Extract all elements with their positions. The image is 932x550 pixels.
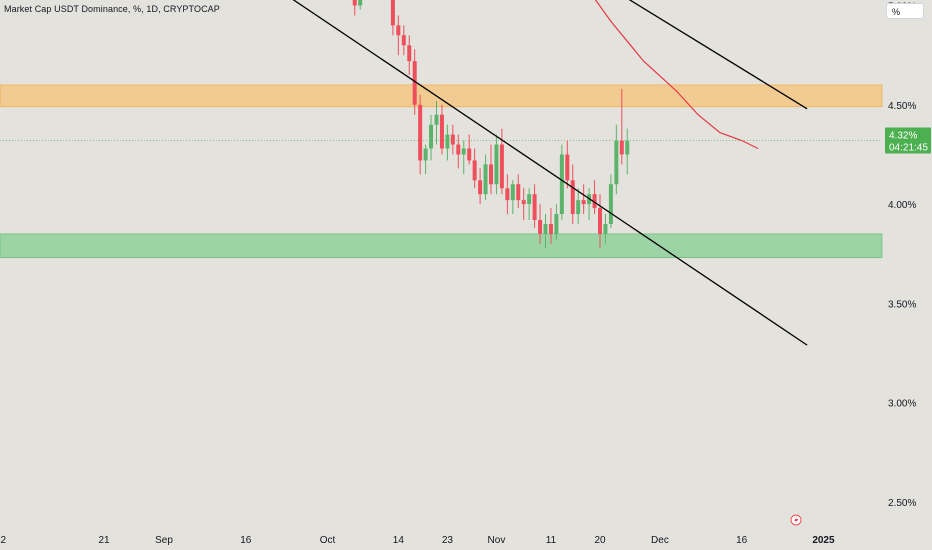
- candle-body: [412, 61, 417, 105]
- candle-body: [559, 154, 564, 215]
- candle-body: [516, 184, 521, 201]
- x-tick-label: 20: [594, 535, 606, 546]
- x-tick-label: 14: [393, 535, 405, 546]
- x-tick-label: Sep: [155, 535, 173, 546]
- candle-body: [456, 144, 461, 155]
- candle-body: [565, 154, 570, 181]
- candle-body: [429, 124, 434, 149]
- candle-body: [439, 114, 444, 149]
- candle-body: [489, 164, 493, 185]
- resistance-zone: [0, 84, 883, 108]
- candle-body: [407, 45, 412, 62]
- x-tick-label: Nov: [488, 535, 506, 546]
- x-tick-label: 16: [240, 535, 252, 546]
- candle-body: [532, 194, 537, 220]
- candle-body: [527, 194, 532, 205]
- x-tick-label: 2025: [812, 535, 835, 546]
- x-tick-label: 11: [546, 535, 557, 546]
- candle-body: [510, 184, 515, 201]
- y-tick-label: 3.00%: [888, 399, 916, 410]
- candle-body: [499, 144, 504, 189]
- candle-body: [570, 180, 575, 215]
- trendlines-layer: [292, 0, 808, 346]
- price-tag-bg: [885, 127, 931, 154]
- candle-body: [352, 0, 357, 6]
- y-tick-label: 4.50%: [888, 101, 916, 112]
- x-tick-label: 2: [1, 535, 7, 546]
- candle-body: [483, 164, 488, 195]
- candle-body: [598, 208, 602, 234]
- zones-layer: [0, 84, 883, 259]
- candle-body: [478, 180, 483, 195]
- candle-body: [418, 104, 423, 161]
- candles-layer: [352, 0, 630, 248]
- x-tick-label: 23: [442, 535, 454, 546]
- candle-body: [538, 219, 543, 234]
- candle-body: [434, 114, 439, 125]
- support-zone: [0, 233, 883, 259]
- lower-trendline: [292, 0, 808, 346]
- price-tag: 4.32% 04:21:45: [885, 127, 931, 154]
- x-axis: 2 21 Sep 16 Oct 14 23 Nov 11 20 Dec 16 2025: [1, 535, 836, 546]
- candle-body: [467, 148, 472, 161]
- candle-body: [494, 144, 499, 185]
- candle-body: [445, 134, 450, 149]
- candle-body: [576, 200, 581, 215]
- chart-title: Market Cap USDT Dominance, %, 1D, CRYPTO…: [4, 4, 220, 14]
- candle-body: [543, 223, 548, 234]
- candle-body: [401, 35, 406, 46]
- candle-body: [521, 200, 526, 205]
- unit-dropdown-button[interactable]: %: [886, 3, 924, 19]
- candle-body: [592, 194, 597, 209]
- y-axis: 7.00%6.50%6.00%5.50%5.00%4.50%4.00%3.50%…: [888, 2, 916, 510]
- price-tag-timer: 04:21:45: [889, 143, 928, 154]
- candle-body: [581, 200, 586, 205]
- candle-body: [505, 188, 510, 201]
- candle-body: [472, 160, 477, 181]
- y-tick-label: 4.00%: [888, 200, 916, 211]
- candle-body: [603, 223, 608, 234]
- candle-body: [608, 184, 613, 224]
- x-tick-label: Dec: [651, 535, 669, 546]
- candle-body: [423, 148, 428, 161]
- price-tag-value: 4.32%: [889, 131, 917, 142]
- candle-body: [358, 0, 363, 6]
- candle-body: [461, 148, 466, 155]
- candle-body: [619, 140, 624, 155]
- x-tick-label: Oct: [320, 535, 336, 546]
- y-tick-label: 3.50%: [888, 299, 916, 310]
- candle-body: [614, 140, 619, 185]
- candle-body: [450, 134, 455, 145]
- x-tick-label: 21: [98, 535, 110, 546]
- lightning-icon[interactable]: [790, 514, 802, 526]
- y-tick-label: 2.50%: [888, 498, 916, 509]
- candle-body: [625, 140, 630, 155]
- candle-body: [554, 214, 559, 234]
- candle-body: [390, 0, 395, 26]
- candle-body: [396, 25, 401, 36]
- moving-average-line: [594, 0, 759, 150]
- upper-trendline: [628, 0, 808, 110]
- x-tick-label: 16: [736, 535, 748, 546]
- candle-body: [548, 223, 553, 234]
